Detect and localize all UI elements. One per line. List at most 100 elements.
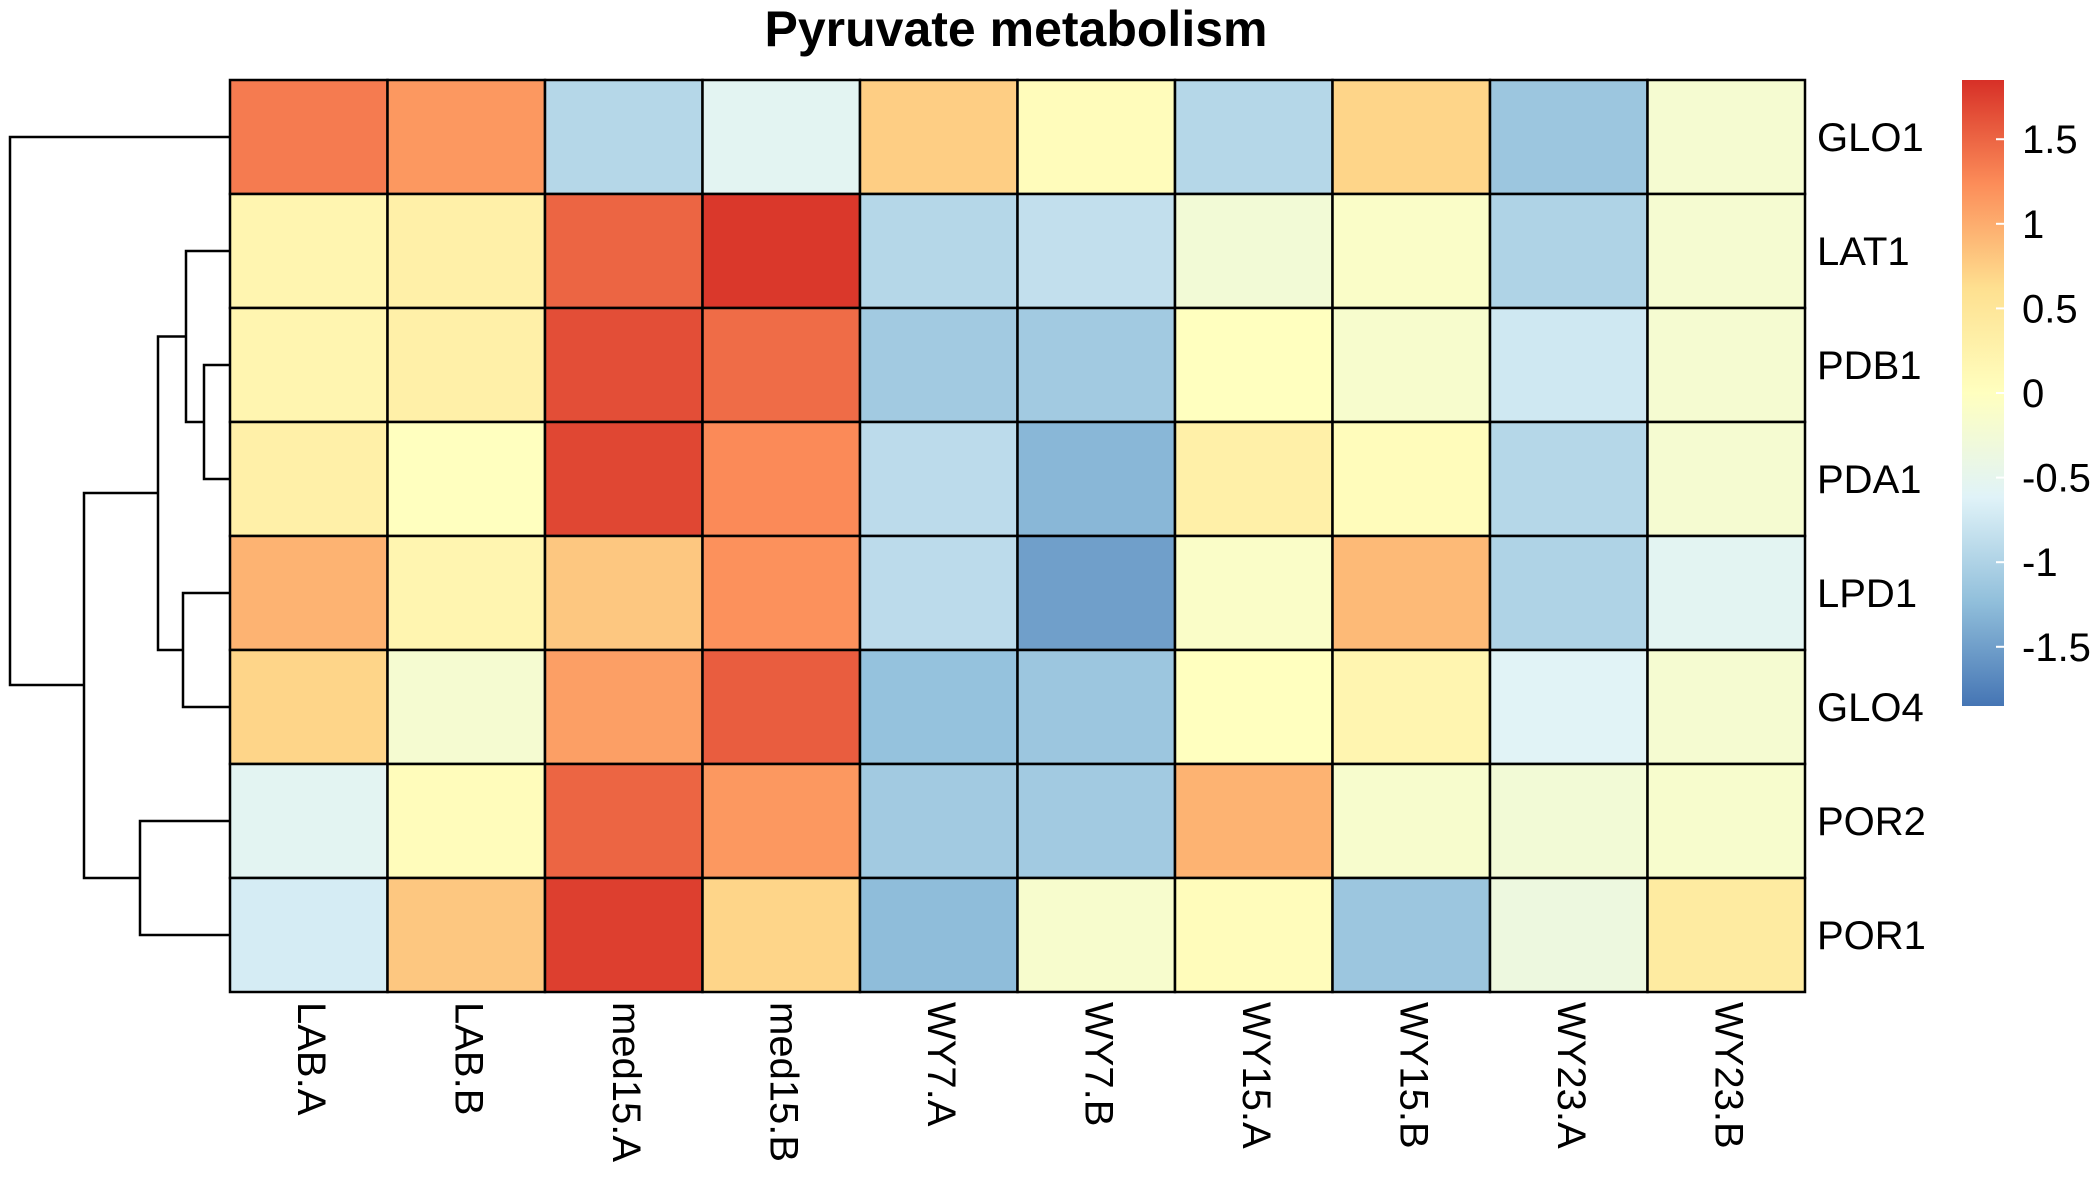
heatmap-cell [858, 192, 1019, 310]
heatmap-cell [1016, 78, 1177, 196]
heatmap-cell [543, 648, 704, 766]
colorbar-tick-label: 1.5 [2022, 118, 2078, 162]
heatmap-cell [543, 306, 704, 424]
dendrogram-branch [184, 249, 230, 424]
heatmap-cell [228, 648, 389, 766]
heatmap-cell [386, 78, 547, 196]
heatmap-cell [858, 306, 1019, 424]
column-label: WY15.B [1392, 1002, 1436, 1149]
column-labels: LAB.A LAB.B med15.A med15.B WY7.A WY7.B WY15.A… [289, 1002, 1751, 1162]
heatmap-cell [386, 534, 547, 652]
heatmap-cell [858, 78, 1019, 196]
heatmap-cell [543, 762, 704, 880]
heatmap-cell [1646, 192, 1807, 310]
column-label: med15.B [762, 1002, 806, 1162]
colorbar-tick-label: 0 [2022, 372, 2044, 416]
heatmap-cell [701, 192, 862, 310]
heatmap-cell [228, 534, 389, 652]
heatmap-cell [228, 876, 389, 994]
heatmap-cell [701, 648, 862, 766]
heatmap-cell [1173, 420, 1334, 538]
heatmap-cells [228, 78, 1807, 994]
heatmap-cell [1646, 78, 1807, 196]
heatmap-cell [1331, 306, 1492, 424]
heatmap-cell [1488, 420, 1649, 538]
heatmap-cell [386, 648, 547, 766]
heatmap-cell [1488, 78, 1649, 196]
heatmap-cell [1173, 78, 1334, 196]
heatmap-cell [701, 762, 862, 880]
heatmap-cell [1331, 420, 1492, 538]
heatmap-cell [701, 78, 862, 196]
heatmap-cell [1331, 192, 1492, 310]
heatmap-cell [1646, 876, 1807, 994]
heatmap-cell [228, 762, 389, 880]
heatmap-cell [701, 306, 862, 424]
heatmap-cell [1016, 762, 1177, 880]
heatmap-cell [1646, 306, 1807, 424]
heatmap-cell [1331, 762, 1492, 880]
row-label: LPD1 [1817, 572, 1917, 616]
heatmap-cell [386, 876, 547, 994]
row-label: LAT1 [1817, 230, 1910, 274]
heatmap-cell [858, 534, 1019, 652]
heatmap-cell [228, 420, 389, 538]
heatmap-cell [543, 420, 704, 538]
heatmap-cell [543, 876, 704, 994]
row-label: PDA1 [1817, 458, 1922, 502]
heatmap-cell [1173, 762, 1334, 880]
row-label: POR2 [1817, 800, 1926, 844]
heatmap-cell [1331, 534, 1492, 652]
row-label: POR1 [1817, 914, 1926, 958]
column-label: LAB.A [289, 1002, 333, 1116]
row-dendrogram [8, 135, 230, 937]
heatmap-cell [386, 420, 547, 538]
heatmap-cell [1331, 78, 1492, 196]
colorbar-tick-label: 0.5 [2022, 287, 2078, 331]
heatmap-cell [1646, 762, 1807, 880]
heatmap-cell [543, 534, 704, 652]
heatmap-cell [1016, 876, 1177, 994]
heatmap-cell [1173, 306, 1334, 424]
heatmap-cell [386, 192, 547, 310]
dendrogram-branch [202, 363, 230, 481]
colorbar-tick-label: 1 [2022, 203, 2044, 247]
heatmap-cell [1173, 648, 1334, 766]
heatmap-cell [1016, 192, 1177, 310]
colorbar-tick-label: -1.5 [2022, 626, 2091, 670]
heatmap-cell [1488, 876, 1649, 994]
column-label: WY23.A [1549, 1002, 1593, 1149]
heatmap-cell [1016, 534, 1177, 652]
heatmap-cell [543, 192, 704, 310]
row-label: GLO4 [1817, 686, 1924, 730]
colorbar-tick-label: -0.5 [2022, 457, 2091, 501]
heatmap-cell [1646, 534, 1807, 652]
heatmap-cell [1016, 420, 1177, 538]
heatmap-cell [1331, 648, 1492, 766]
heatmap-cell [1016, 306, 1177, 424]
heatmap-cell [1488, 534, 1649, 652]
heatmap-cell [228, 192, 389, 310]
dendrogram-branch [138, 819, 230, 937]
column-label: LAB.B [447, 1002, 491, 1115]
heatmap-cell [228, 78, 389, 196]
column-label: WY7.A [919, 1002, 963, 1127]
heatmap-cell [1646, 420, 1807, 538]
colorbar-tick-label: -1 [2022, 541, 2058, 585]
column-label: WY23.B [1707, 1002, 1751, 1149]
heatmap-cell [543, 78, 704, 196]
heatmap-cell [1331, 876, 1492, 994]
dendrogram-branch [8, 135, 230, 687]
heatmap-cell [1173, 192, 1334, 310]
column-label: med15.A [604, 1002, 648, 1162]
heatmap-cell [858, 762, 1019, 880]
column-label: WY15.A [1234, 1002, 1278, 1149]
heatmap-cell [1646, 648, 1807, 766]
heatmap-cell [858, 876, 1019, 994]
dendrogram-branch [181, 591, 230, 709]
heatmap-cell [858, 648, 1019, 766]
heatmap-cell [1488, 192, 1649, 310]
row-label: PDB1 [1817, 344, 1922, 388]
row-label: GLO1 [1817, 116, 1924, 160]
